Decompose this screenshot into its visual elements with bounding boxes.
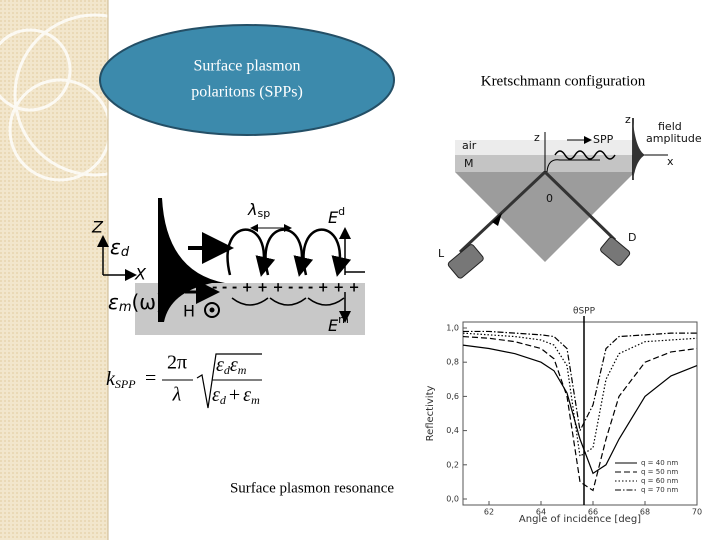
y-tick-label: 0,0: [446, 495, 459, 504]
x-tick-label: 68: [640, 508, 650, 517]
axis-label: Z: [91, 218, 104, 237]
y-tick-label: 0,6: [446, 392, 459, 401]
field-decay: [158, 283, 212, 322]
y-tick-label: 1,0: [446, 324, 459, 333]
superscript: m: [338, 313, 349, 326]
formula-part: +: [229, 384, 240, 406]
subscript: m: [251, 393, 260, 407]
label: 0: [546, 192, 553, 205]
formula-part: 2π: [167, 352, 187, 374]
spp-diagram: Z X εd εm(ω) H λsp Ed Em - - - + + + - -…: [91, 198, 365, 335]
formula-part: ε: [212, 384, 220, 406]
series-line: [462, 332, 698, 458]
symbol: E: [328, 208, 339, 227]
annotation: θSPP: [573, 307, 596, 317]
x-axis-label: Angle of incidence [deg]: [519, 514, 641, 525]
legend-label: q = 40 nm: [641, 459, 678, 467]
label: z: [534, 131, 540, 144]
symbol: εd: [110, 235, 130, 260]
label: SPP: [593, 133, 614, 146]
kretschmann-diagram: air M z SPP z field amplitude x 0 L D: [438, 113, 702, 279]
symbol: ε: [110, 235, 121, 259]
field-decay: [158, 198, 225, 283]
formula-part: ε: [230, 354, 238, 376]
symbol: λsp: [247, 200, 270, 221]
x-tick-label: 66: [588, 508, 598, 517]
formula-part: ε: [216, 354, 224, 376]
subscript: m: [238, 363, 247, 377]
formula-part: λ: [172, 384, 182, 406]
subscript: d: [121, 245, 130, 260]
formula: kSPP = 2π λ εdεm εd + εm: [106, 352, 262, 409]
subscript: SPP: [115, 377, 136, 391]
reflectivity-chart: 0,0 0,2 0,4 0,6 0,8 1,0 62 64 66 68 70 Reflectivity…: [425, 307, 702, 526]
x-tick-label: 62: [484, 508, 494, 517]
y-axis-label: Reflectivity: [425, 386, 436, 442]
legend-label: q = 60 nm: [641, 477, 678, 485]
symbol: Ed: [328, 205, 345, 227]
label: H: [183, 302, 195, 321]
x-tick-label: 64: [536, 508, 546, 517]
label: D: [628, 231, 636, 244]
legend-label: q = 50 nm: [641, 468, 678, 476]
subscript: d: [220, 393, 227, 407]
series-line: [463, 330, 697, 433]
label: x: [667, 155, 674, 168]
label: field: [658, 120, 682, 133]
series-line: [462, 344, 698, 475]
section-title: Kretschmann configuration: [481, 73, 646, 89]
title-bubble: [99, 24, 395, 136]
subscript: sp: [257, 207, 270, 220]
x-tick-label: 70: [692, 508, 702, 517]
formula-part: k: [106, 368, 116, 390]
plot-frame: [462, 321, 698, 506]
y-tick-label: 0,8: [446, 358, 459, 367]
formula-part: εd + εm: [212, 384, 260, 407]
charges: - - - + + + - - - + + +: [212, 281, 360, 296]
series-line: [462, 335, 698, 492]
label: z: [625, 113, 631, 126]
formula-part: kSPP: [106, 368, 136, 391]
label: amplitude: [646, 132, 702, 145]
caption: Surface plasmon resonance: [230, 480, 394, 496]
label: M: [464, 157, 474, 170]
axis-label: X: [134, 265, 147, 284]
subscript: m: [119, 300, 132, 315]
symbol: E: [328, 316, 339, 335]
symbol: εm(ω): [108, 290, 164, 315]
legend-label: q = 70 nm: [641, 486, 678, 494]
bubble-text: Surface plasmon: [193, 58, 300, 75]
superscript: d: [338, 205, 345, 218]
subscript: d: [224, 363, 231, 377]
formula-part: =: [145, 368, 156, 390]
symbol: λ: [247, 200, 257, 219]
formula-part: εdεm: [216, 354, 247, 377]
label: air: [462, 139, 477, 152]
symbol: Em: [328, 313, 349, 335]
y-tick-label: 0,4: [446, 426, 459, 435]
bubble-text: polaritons (SPPs): [191, 84, 303, 101]
symbol: (ω): [131, 290, 163, 314]
label: L: [438, 247, 445, 260]
formula-part: ε: [243, 384, 251, 406]
y-tick-label: 0,2: [446, 460, 459, 469]
symbol: ε: [108, 290, 119, 314]
